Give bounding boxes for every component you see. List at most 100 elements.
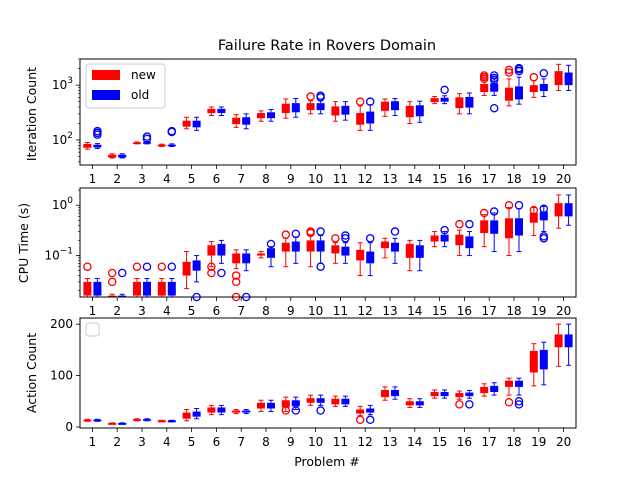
box-old-11 bbox=[341, 231, 350, 264]
flier bbox=[514, 397, 524, 406]
box bbox=[232, 253, 241, 264]
x-tick-label: 9 bbox=[287, 304, 295, 318]
box-old-9 bbox=[291, 396, 301, 415]
box-new-16 bbox=[455, 93, 464, 115]
box bbox=[192, 120, 201, 128]
flier bbox=[207, 262, 216, 271]
box-new-16 bbox=[455, 219, 464, 257]
flier bbox=[529, 72, 539, 82]
box bbox=[83, 281, 92, 296]
box bbox=[108, 295, 117, 298]
box-new-4 bbox=[157, 419, 166, 423]
box-new-1 bbox=[83, 418, 92, 422]
flier bbox=[489, 71, 499, 80]
box bbox=[515, 380, 523, 387]
legend-swatch-old bbox=[92, 90, 120, 100]
box-old-1 bbox=[93, 418, 102, 422]
box-old-10 bbox=[316, 227, 325, 271]
flier bbox=[514, 400, 524, 409]
x-tick-label: 9 bbox=[287, 172, 295, 186]
box-new-15 bbox=[430, 231, 439, 248]
series-old bbox=[93, 63, 573, 159]
x-tick-label: 10 bbox=[308, 172, 323, 186]
flier bbox=[142, 262, 152, 271]
box-new-3 bbox=[133, 141, 141, 145]
box-old-5 bbox=[192, 407, 201, 420]
box-new-3 bbox=[133, 418, 141, 422]
box-old-14 bbox=[415, 100, 424, 123]
x-tick-label: 5 bbox=[188, 304, 196, 318]
box-old-9 bbox=[291, 229, 301, 264]
flier bbox=[514, 200, 524, 210]
flier bbox=[217, 268, 226, 278]
box-old-19 bbox=[539, 341, 548, 386]
x-tick-label: 1 bbox=[89, 172, 97, 186]
panel-1-ylabel: Iteration Count bbox=[24, 67, 39, 161]
box bbox=[515, 218, 523, 236]
box-old-19 bbox=[539, 204, 549, 243]
box-old-3 bbox=[142, 132, 152, 145]
box bbox=[515, 86, 523, 100]
x-tick-label: 15 bbox=[432, 435, 447, 449]
legend: new old bbox=[85, 63, 166, 109]
box bbox=[529, 350, 538, 373]
box-new-14 bbox=[405, 398, 414, 408]
box-new-8 bbox=[257, 110, 265, 122]
legend-box-empty bbox=[85, 322, 100, 337]
legend-label-old: old bbox=[131, 88, 149, 102]
box-old-12 bbox=[365, 234, 375, 277]
box-old-15 bbox=[440, 85, 449, 105]
flier bbox=[316, 227, 325, 236]
flier bbox=[167, 262, 177, 271]
box-old-15 bbox=[440, 225, 449, 248]
box-new-19 bbox=[529, 72, 539, 98]
flier bbox=[167, 126, 177, 136]
box-old-15 bbox=[440, 389, 449, 399]
flier bbox=[281, 406, 291, 415]
x-tick-label: 20 bbox=[556, 172, 571, 186]
box bbox=[157, 281, 166, 296]
x-tick-label: 12 bbox=[358, 435, 373, 449]
flier bbox=[440, 225, 449, 235]
x-tick-label: 8 bbox=[262, 435, 270, 449]
flier bbox=[529, 205, 539, 215]
box-new-14 bbox=[405, 239, 414, 272]
x-tick-label: 3 bbox=[138, 435, 146, 449]
flier bbox=[504, 398, 514, 407]
flier bbox=[266, 239, 276, 249]
x-tick-label: 20 bbox=[556, 435, 571, 449]
box-old-17 bbox=[489, 207, 499, 253]
box-new-19 bbox=[529, 343, 538, 387]
x-tick-label: 8 bbox=[262, 304, 270, 318]
x-tick-label: 17 bbox=[482, 435, 497, 449]
box-new-17 bbox=[480, 383, 489, 397]
box-new-3 bbox=[132, 262, 142, 298]
box-old-18 bbox=[514, 63, 524, 105]
x-tick-label: 3 bbox=[138, 172, 146, 186]
box-old-3 bbox=[143, 418, 151, 422]
flier bbox=[365, 97, 375, 106]
box-old-19 bbox=[539, 68, 549, 98]
box-new-17 bbox=[479, 71, 489, 96]
box-new-9 bbox=[281, 98, 290, 119]
box bbox=[306, 240, 315, 252]
box-old-6 bbox=[217, 106, 226, 116]
box-new-20 bbox=[554, 323, 563, 367]
x-tick-label: 15 bbox=[432, 304, 447, 318]
flier bbox=[306, 92, 315, 101]
x-tick-label: 1 bbox=[89, 304, 97, 318]
box-old-8 bbox=[267, 108, 275, 122]
box-old-7 bbox=[242, 113, 251, 130]
box bbox=[539, 349, 548, 370]
box-old-6 bbox=[217, 239, 226, 278]
x-tick-label: 8 bbox=[262, 172, 270, 186]
flier bbox=[331, 234, 340, 243]
box bbox=[490, 83, 499, 92]
box bbox=[118, 423, 127, 425]
x-tick-label: 4 bbox=[163, 435, 171, 449]
series-old bbox=[93, 194, 573, 302]
box-new-6 bbox=[207, 241, 216, 278]
flier bbox=[316, 406, 325, 415]
box-old-4 bbox=[167, 126, 177, 148]
